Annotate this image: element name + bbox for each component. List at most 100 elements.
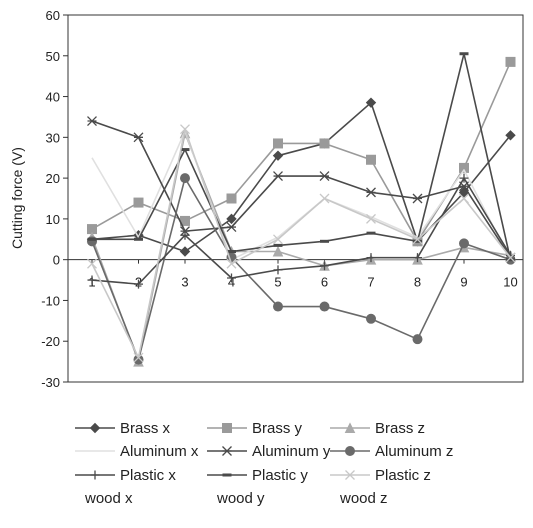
- data-point: [505, 130, 516, 141]
- series-layer: [86, 52, 516, 367]
- legend-item-brass-x: Brass x: [75, 420, 171, 437]
- data-point: [133, 352, 144, 363]
- data-point: [365, 97, 377, 108]
- legend-marker: [222, 473, 232, 477]
- series-plastic-z: [87, 124, 516, 363]
- legend-item-plastic-y: Plastic y: [207, 467, 308, 484]
- data-point: [87, 237, 97, 241]
- data-point: [273, 265, 283, 275]
- legend-item-wood-z: wood z: [339, 490, 388, 507]
- data-point: [413, 253, 422, 263]
- data-point: [459, 52, 469, 56]
- data-point: [273, 138, 283, 149]
- data-point: [179, 246, 191, 257]
- data-point: [320, 239, 329, 243]
- data-point: [459, 162, 469, 173]
- legend-label: wood x: [84, 490, 133, 507]
- y-tick-label: 40: [46, 90, 60, 105]
- y-tick-label: 50: [46, 49, 60, 64]
- y-tick-label: -20: [41, 334, 60, 349]
- y-tick-label: -10: [41, 293, 60, 308]
- data-point: [87, 116, 97, 126]
- y-tick-label: 0: [53, 253, 60, 268]
- legend-item-plastic-x: Plastic x: [75, 467, 176, 484]
- legend-item-aluminum-z: Aluminum z: [330, 443, 453, 460]
- data-point: [366, 231, 376, 235]
- series-plastic-y: [87, 52, 515, 262]
- y-tick-label: 30: [46, 130, 60, 145]
- legend-item-plastic-z: Plastic z: [330, 467, 431, 484]
- legend-marker: [222, 423, 232, 433]
- data-point: [319, 138, 330, 149]
- legend-item-aluminum-y: Aluminum y: [207, 443, 331, 460]
- legend: Brass x Brass y Brass z Aluminum x Aluminum …: [75, 420, 453, 507]
- legend-label: Brass y: [252, 420, 303, 437]
- data-point: [366, 187, 376, 198]
- data-point: [412, 334, 423, 345]
- data-point: [505, 252, 516, 263]
- data-point: [273, 234, 283, 245]
- data-point: [272, 150, 284, 161]
- series-line: [91, 120, 512, 259]
- x-tick-label: 6: [321, 275, 328, 290]
- y-tick-label: 10: [46, 212, 60, 227]
- data-point: [506, 258, 515, 262]
- data-point: [366, 154, 376, 165]
- data-point: [227, 273, 236, 283]
- legend-label: Plastic y: [252, 467, 308, 484]
- data-point: [180, 173, 190, 184]
- data-point: [366, 313, 376, 324]
- legend-label: wood y: [216, 490, 265, 507]
- legend-marker: [345, 470, 355, 480]
- data-point: [459, 173, 469, 183]
- data-point: [134, 279, 143, 289]
- data-point: [459, 238, 469, 249]
- series-line: [91, 128, 512, 359]
- data-point: [366, 253, 376, 263]
- x-tick-label: 3: [181, 275, 188, 290]
- series-line: [91, 132, 511, 363]
- data-point: [272, 245, 284, 257]
- y-tick-label: 20: [46, 171, 60, 186]
- series-line: [92, 52, 512, 260]
- legend-item-wood-y: wood y: [216, 490, 265, 507]
- legend-label: Plastic x: [120, 467, 176, 484]
- data-point: [226, 258, 237, 269]
- legend-item-wood-x: wood x: [84, 490, 133, 507]
- data-point: [87, 258, 97, 269]
- legend-label: wood z: [339, 490, 388, 507]
- data-point: [413, 239, 422, 243]
- y-tick-label: -30: [41, 375, 60, 390]
- data-point: [319, 193, 330, 204]
- data-point: [273, 171, 283, 182]
- data-point: [180, 230, 190, 240]
- data-point: [133, 197, 144, 208]
- data-point: [319, 171, 330, 182]
- y-tick-label: 60: [46, 8, 60, 23]
- legend-item-brass-z: Brass z: [330, 420, 425, 437]
- data-point: [459, 193, 469, 204]
- data-point: [226, 213, 237, 225]
- data-point: [320, 261, 329, 271]
- x-tick-label: 9: [460, 275, 467, 290]
- data-point: [227, 250, 236, 254]
- data-point: [412, 234, 423, 245]
- x-tick-label: 5: [274, 275, 281, 290]
- x-tick-label: 10: [503, 275, 517, 290]
- legend-label: Brass z: [375, 420, 425, 437]
- plot-area: [67, 14, 524, 383]
- legend-item-aluminum-x: Aluminum x: [75, 443, 199, 460]
- data-point: [273, 243, 283, 247]
- legend-marker: [90, 470, 100, 480]
- legend-item-brass-y: Brass y: [207, 420, 303, 437]
- data-point: [180, 124, 190, 135]
- y-axis-label: Cutting force (V): [9, 147, 25, 249]
- legend-marker: [89, 422, 101, 434]
- data-point: [226, 222, 237, 233]
- data-point: [226, 193, 237, 204]
- data-point: [87, 275, 97, 285]
- legend-label: Brass x: [120, 420, 171, 437]
